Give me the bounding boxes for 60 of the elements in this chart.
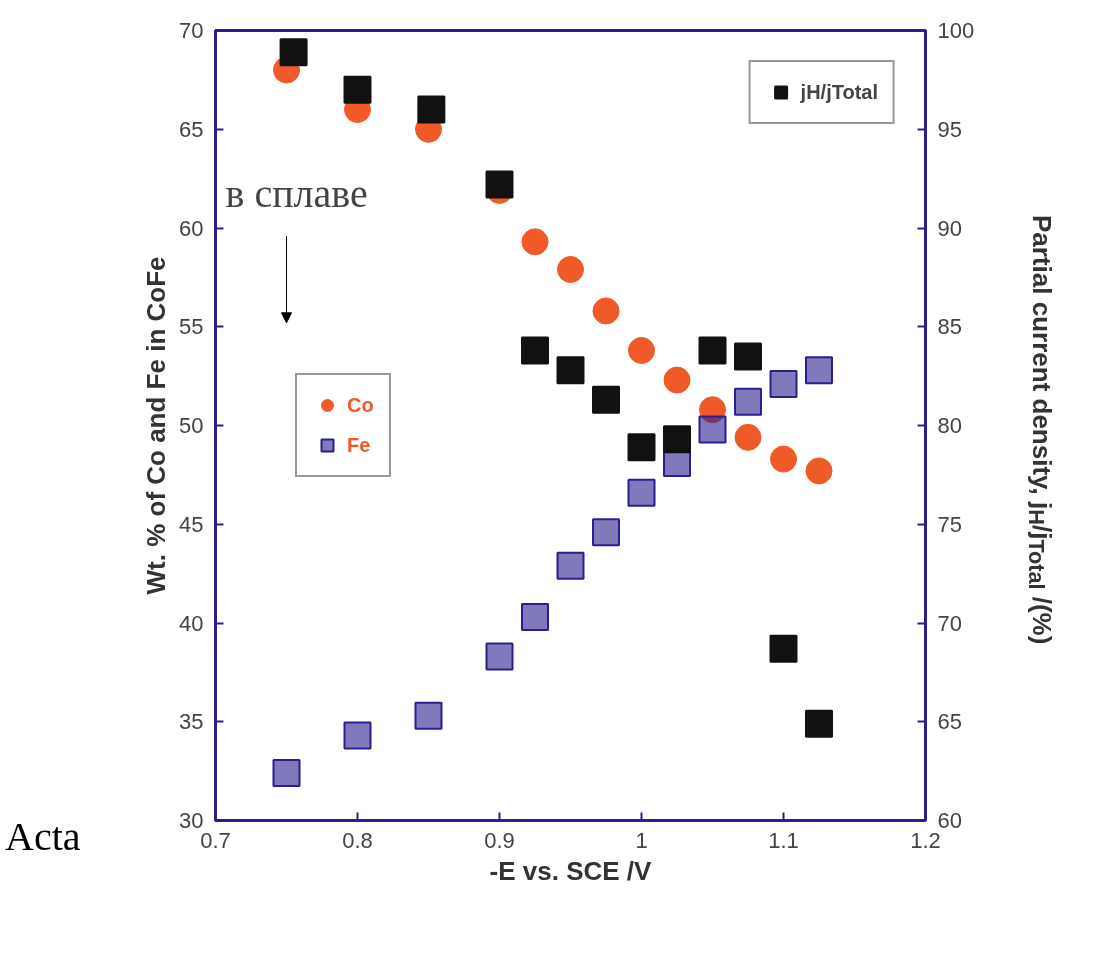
point [769, 370, 798, 399]
point [417, 95, 446, 124]
y-axis-title: Wt. % of Co and Fe in CoFe [141, 256, 172, 595]
point [734, 423, 762, 451]
point [557, 256, 584, 283]
point [343, 75, 372, 104]
y-tick-label: 60 [179, 215, 204, 241]
legend-label: Co [347, 393, 374, 417]
y2-tick-label: 75 [937, 511, 962, 537]
y2-tick-label: 90 [937, 215, 962, 241]
y2-tick-label: 70 [937, 610, 962, 636]
y-tick-label: 45 [179, 511, 204, 537]
y2-tick-label: 80 [937, 413, 962, 438]
point [592, 297, 620, 325]
point [805, 356, 833, 385]
point [663, 425, 691, 454]
point [592, 518, 620, 547]
legend-label: jH/jTotal [800, 80, 878, 104]
point [627, 478, 656, 507]
y-tick-label: 35 [179, 709, 204, 735]
y2-tick-label: 65 [937, 709, 962, 735]
point [556, 551, 585, 580]
point [734, 342, 762, 371]
point [521, 336, 549, 365]
point [414, 701, 443, 730]
point [521, 603, 549, 632]
y-tick-label: 70 [179, 18, 204, 43]
point [770, 445, 797, 473]
point [628, 336, 655, 364]
x-tick-label: 1 [635, 827, 648, 853]
x-axis-title: -E vs. SCE /V [489, 855, 653, 886]
point [343, 721, 372, 750]
y-tick-label: 65 [179, 116, 204, 142]
x-tick-label: 0.9 [484, 827, 515, 853]
point [663, 366, 691, 394]
point [698, 336, 727, 365]
point [485, 642, 514, 671]
point [272, 759, 301, 788]
y-tick-label: 50 [179, 413, 204, 438]
point [279, 38, 308, 67]
y-tick-label: 55 [179, 314, 204, 340]
point [769, 634, 798, 663]
legend-label: Fe [347, 433, 371, 457]
y2-tick-label: 85 [937, 314, 962, 340]
text: Acta [5, 812, 81, 861]
point [699, 396, 726, 424]
annotation: в сплаве [225, 170, 368, 216]
point [734, 387, 762, 416]
point [521, 228, 549, 256]
point [805, 457, 833, 485]
point [627, 433, 656, 462]
point [698, 415, 727, 444]
point [805, 709, 833, 738]
y-tick-label: 40 [179, 610, 204, 636]
x-tick-label: 1.1 [768, 827, 799, 853]
point [592, 385, 620, 414]
x-tick-label: 0.8 [342, 827, 373, 853]
y2-tick-label: 95 [937, 116, 962, 142]
y2-tick-label: 100 [937, 18, 975, 43]
point [556, 356, 585, 385]
